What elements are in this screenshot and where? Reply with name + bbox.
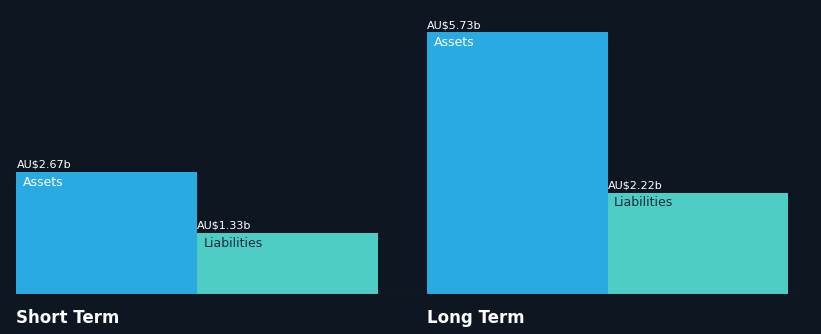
Text: Liabilities: Liabilities xyxy=(614,196,673,209)
Bar xyxy=(197,233,378,294)
Text: Short Term: Short Term xyxy=(16,309,120,327)
Text: Assets: Assets xyxy=(433,36,474,49)
Text: AU$1.33b: AU$1.33b xyxy=(197,221,251,231)
Text: AU$2.67b: AU$2.67b xyxy=(16,160,71,170)
Text: Long Term: Long Term xyxy=(427,309,525,327)
Text: Assets: Assets xyxy=(23,176,63,189)
Bar xyxy=(427,32,608,294)
Bar xyxy=(608,193,788,294)
Bar xyxy=(16,172,197,294)
Text: AU$5.73b: AU$5.73b xyxy=(427,20,481,30)
Text: Liabilities: Liabilities xyxy=(204,237,263,250)
Text: AU$2.22b: AU$2.22b xyxy=(608,180,663,190)
